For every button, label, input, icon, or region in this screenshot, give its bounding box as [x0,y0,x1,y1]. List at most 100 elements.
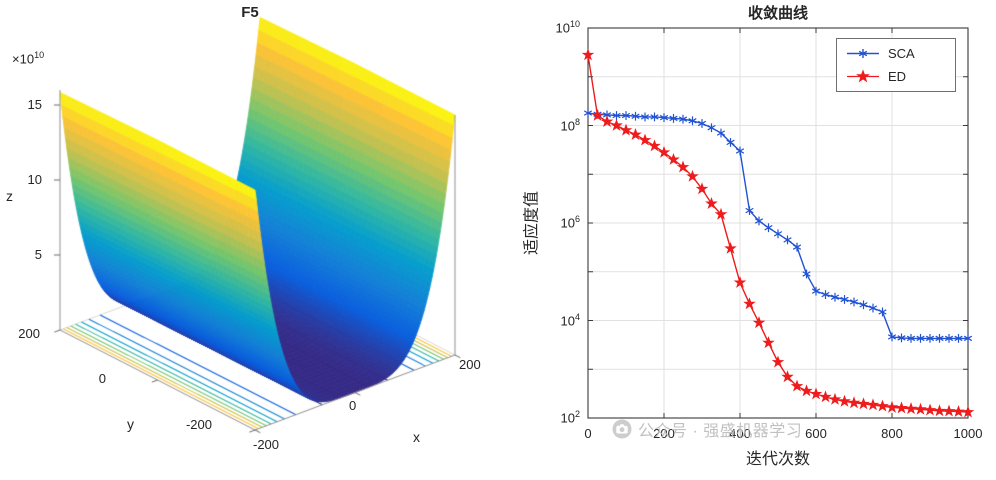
asterisk-marker [916,335,925,342]
x-tick-label: 0 [349,398,357,413]
star-marker [695,182,709,195]
z-axis-scale-label: ×1010 [12,50,44,67]
star-marker [714,207,728,220]
star-marker [743,297,756,310]
star-marker [838,394,851,407]
convergence-plot-canvas [581,27,975,419]
asterisk-marker [859,302,868,308]
asterisk-marker [906,335,916,342]
legend: SCA ED [836,38,956,92]
z-scale-exponent: 10 [34,50,45,60]
asterisk-marker [754,218,764,224]
asterisk-marker [935,335,944,342]
x-tick-label: 0 [584,426,592,441]
asterisk-marker [944,335,954,342]
star-marker [923,403,937,416]
watermark-text: 公众号 · 强盛机器学习 [638,423,803,440]
legend-ed-line-star-icon [847,69,879,83]
legend-entry-ed: ED [846,65,946,88]
z-scale-base: ×10 [12,51,35,67]
asterisk-marker [773,231,783,237]
asterisk-marker [783,237,792,243]
star-marker [800,384,813,397]
x-tick-label: 600 [805,426,827,441]
star-marker [752,316,766,329]
star-marker [819,390,832,403]
asterisk-marker [707,125,716,131]
star-marker [591,108,604,121]
star-marker [942,404,956,417]
star-marker [600,114,614,127]
star-marker [733,276,747,288]
star-marker [619,123,633,136]
series-line-SCA [587,112,968,340]
x-tick-label: 200 [653,426,675,441]
asterisk-marker [745,207,754,214]
star-marker [885,400,899,413]
asterisk-marker [659,114,669,121]
asterisk-marker [849,299,859,305]
camera-logo-icon [612,419,632,439]
legend-label-sca: SCA [888,46,915,61]
z-axis-label: z [6,188,13,204]
y-tick-label: -200 [185,417,212,432]
star-marker [686,169,699,182]
x-tick-label: 200 [459,357,481,372]
surface-plot-panel: F5 ×1010 z 15 10 5 200 0 -200 y -200 0 2… [0,0,500,480]
star-marker [705,196,718,209]
asterisk-marker [821,291,830,298]
y-axis-label: 适应度值 [523,190,541,256]
asterisk-marker [640,114,650,120]
star-marker [667,153,680,165]
y-tick-label: 106 [560,214,580,231]
star-marker [676,160,690,173]
asterisk-marker [764,225,773,231]
asterisk-marker [878,309,887,315]
asterisk-marker [726,139,735,146]
star-marker [771,355,785,368]
y-axis-label: y [127,416,134,432]
star-marker [895,401,908,414]
z-tick-label: 10 [27,172,42,187]
star-marker [724,241,737,254]
legend-entry-sca: SCA [846,42,946,65]
convergence-title: 收敛曲线 [747,5,808,22]
surface-title: F5 [241,4,259,21]
convergence-plot-panel: 收敛曲线 适应度值 迭代次数 SCA [500,0,996,480]
asterisk-marker [697,120,707,127]
asterisk-marker [802,271,811,277]
star-marker [581,48,595,61]
asterisk-marker [925,335,935,342]
y-tick-label: 200 [18,326,40,341]
star-marker [866,398,880,411]
y-tick-label: 104 [560,311,580,328]
star-marker [629,127,642,140]
asterisk-marker [602,112,612,118]
star-marker [809,387,823,400]
x-axis-label: 迭代次数 [745,451,810,468]
asterisk-marker [792,244,802,250]
star-marker [904,402,918,415]
star-marker [876,399,889,412]
x-tick-label: 800 [881,426,903,441]
asterisk-marker [897,335,906,341]
legend-sca-line-asterisk-icon [847,49,879,58]
star-marker [914,402,927,415]
asterisk-marker [621,112,631,119]
star-marker [828,392,842,405]
asterisk-marker [735,148,745,154]
surface-plot-canvas [0,0,500,480]
asterisk-marker [868,305,878,311]
x-tick-label: 1000 [953,426,983,441]
asterisk-marker [688,118,697,124]
asterisk-marker [954,335,963,342]
asterisk-marker [669,115,678,122]
watermark: 公众号 · 强盛机器学习 [612,417,802,441]
asterisk-marker [830,294,840,300]
legend-label-ed: ED [888,69,907,84]
star-marker [847,396,861,409]
star-marker [933,404,946,417]
asterisk-marker [840,296,849,303]
asterisk-marker [583,110,593,116]
